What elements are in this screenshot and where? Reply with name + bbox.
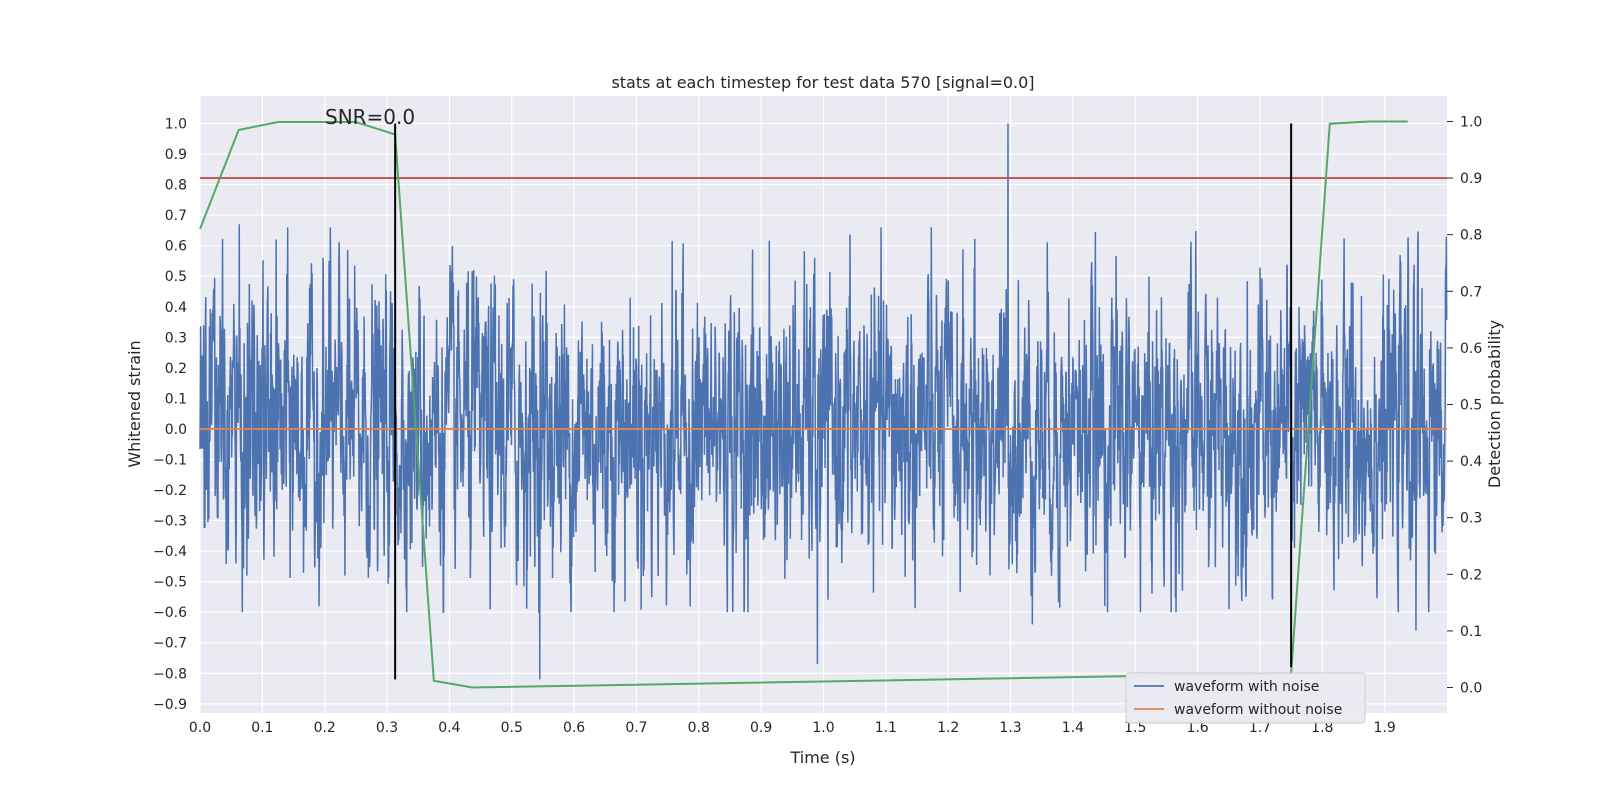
chart-title: stats at each timestep for test data 570… [611,73,1034,92]
x-tick-label: 1.1 [875,720,897,736]
y2-tick-label: 0.3 [1460,511,1482,527]
x-tick-label: 0.6 [563,720,585,736]
y-tick-label: −0.3 [153,514,187,530]
y-tick-label: −0.2 [153,483,187,499]
y-tick-label: 0.6 [165,239,187,255]
x-tick-label: 0.5 [501,720,523,736]
ticks: 0.0 0.1 0.2 0.3 0.4 0.5 0.6 0.7 0.8 0.9 1.0 1.1 1.2 1… [153,114,1482,736]
y2-tick-label: 0.0 [1460,681,1482,697]
x-tick-label: 0.0 [189,720,211,736]
series-layer [199,120,1448,689]
y2-axis-label: Detection probability [1485,320,1504,488]
x-axis-label: Time (s) [789,748,855,767]
y-tick-label: −0.9 [153,697,187,713]
y2-tick-label: 1.0 [1460,114,1482,130]
y-tick-label: 0.1 [165,391,187,407]
y2-tick-label: 0.5 [1460,398,1482,414]
x-tick-label: 1.0 [812,720,834,736]
y-tick-label: 0.8 [165,178,187,194]
y2-tick-label: 0.2 [1460,567,1482,583]
x-tick-label: 0.7 [625,720,647,736]
y-axis-label: Whitened strain [125,340,144,467]
legend-box [1125,672,1366,724]
legend: waveform with noise waveform without noi… [1125,672,1366,724]
x-tick-label: 0.1 [251,720,273,736]
y-tick-label: −0.5 [153,575,187,591]
x-tick-label: 1.8 [1311,720,1333,736]
y2-tick-label: 0.1 [1460,624,1482,640]
legend-label-clean: waveform without noise [1174,702,1342,718]
series-waveform-with-noise [199,123,1448,680]
x-tick-label: 1.5 [1124,720,1146,736]
y-tick-label: 0.9 [165,147,187,163]
y-tick-label: −0.8 [153,666,187,682]
y-tick-label: 0.3 [165,330,187,346]
x-tick-label: 1.7 [1249,720,1271,736]
x-tick-label: 0.4 [438,720,460,736]
y-tick-label: 0.0 [165,422,187,438]
x-tick-label: 0.2 [314,720,336,736]
y2-tick-label: 0.9 [1460,171,1482,187]
x-tick-label: 1.4 [1062,720,1084,736]
y-tick-label: 0.4 [165,300,187,316]
snr-annotation: SNR=0.0 [325,105,415,129]
y-tick-label: 0.5 [165,269,187,285]
y-tick-label: 0.7 [165,208,187,224]
y2-tick-label: 0.6 [1460,341,1482,357]
x-tick-label: 1.3 [999,720,1021,736]
x-tick-label: 1.6 [1186,720,1208,736]
y2-tick-label: 0.7 [1460,284,1482,300]
y-tick-label: 1.0 [165,116,187,132]
y-tick-label: 0.2 [165,361,187,377]
x-tick-label: 0.8 [688,720,710,736]
y-tick-label: −0.1 [153,452,187,468]
x-tick-label: 1.9 [1374,720,1396,736]
y-tick-label: −0.4 [153,544,187,560]
x-tick-label: 0.3 [376,720,398,736]
legend-label-noise: waveform with noise [1174,679,1319,695]
y2-tick-label: 0.8 [1460,228,1482,244]
y-tick-label: −0.6 [153,605,187,621]
x-tick-label: 0.9 [750,720,772,736]
y-tick-label: −0.7 [153,636,187,652]
y2-tick-label: 0.4 [1460,454,1482,470]
x-tick-label: 1.2 [937,720,959,736]
